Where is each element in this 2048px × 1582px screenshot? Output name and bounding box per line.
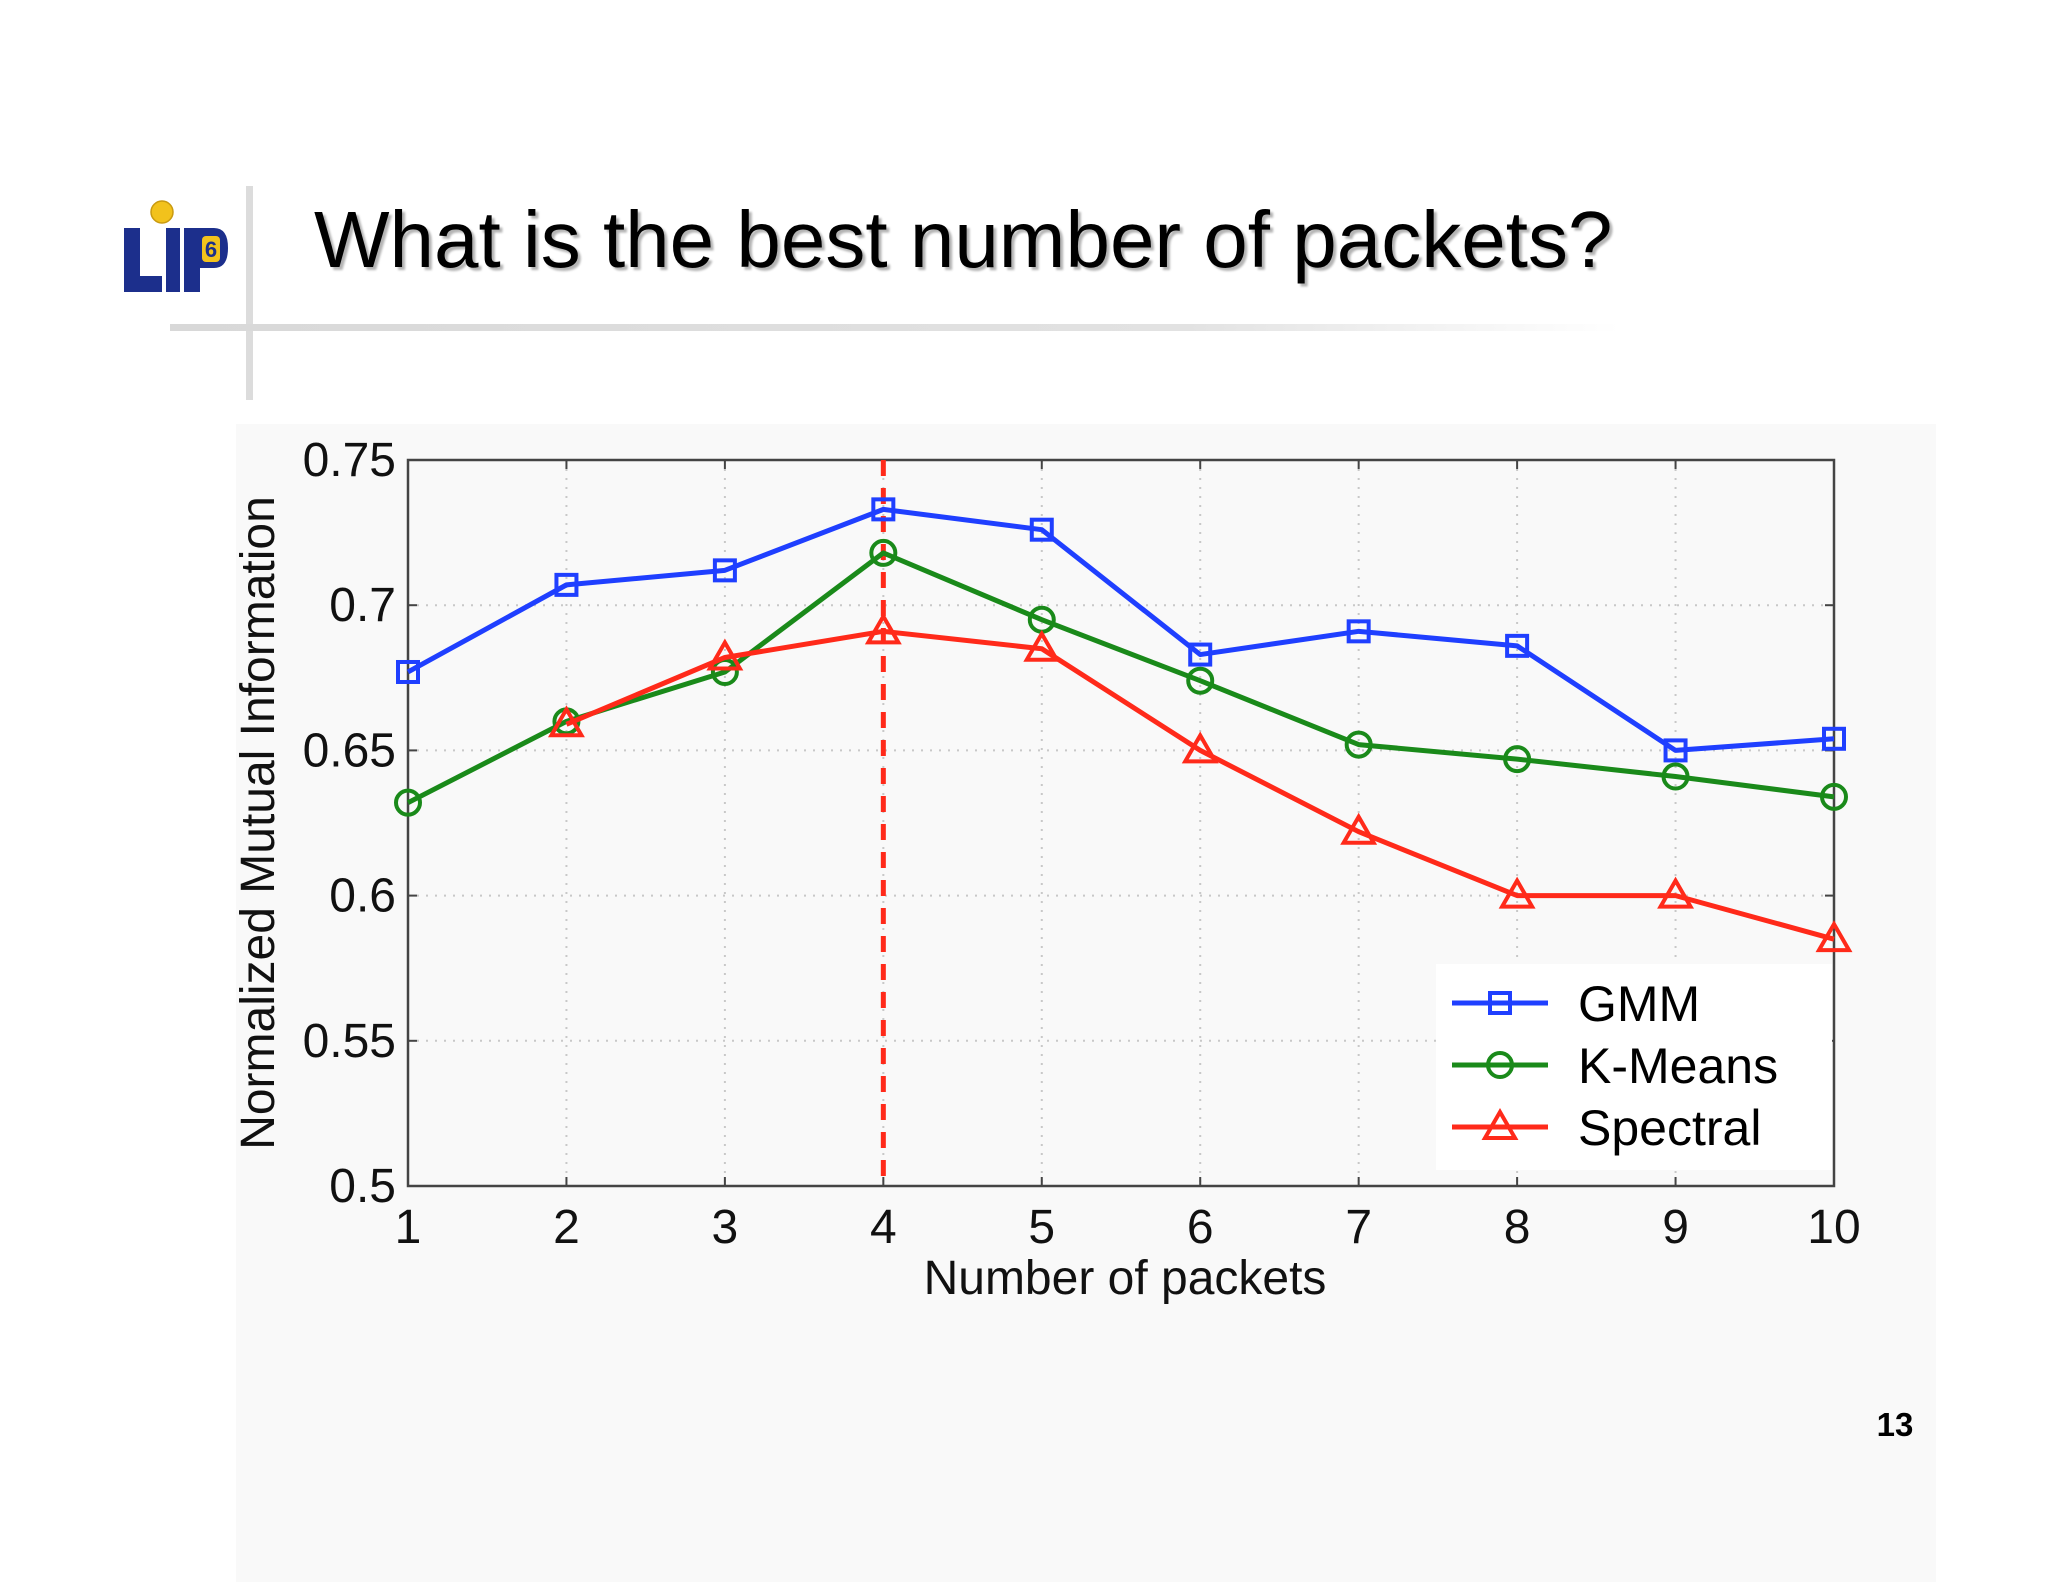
data-point-gmm xyxy=(396,659,420,684)
plot-frame xyxy=(406,458,1836,1188)
data-point-k-means xyxy=(1503,745,1532,774)
y-tick-label: 0.6 xyxy=(329,870,396,923)
y-tick-label: 0.75 xyxy=(303,434,396,487)
data-point-gmm xyxy=(871,497,896,522)
x-tick-label: 9 xyxy=(1662,1201,1689,1254)
legend-label-spectral: Spectral xyxy=(1578,1100,1761,1156)
y-tick-label: 0.55 xyxy=(303,1015,396,1068)
data-point-gmm xyxy=(1346,619,1371,644)
x-tick-label: 5 xyxy=(1028,1201,1055,1254)
data-point-spectral xyxy=(864,612,902,645)
series-line-k-means xyxy=(406,550,1835,805)
series-gmm xyxy=(396,497,1846,763)
data-point-spectral xyxy=(1815,920,1853,953)
x-tick-label: 7 xyxy=(1345,1201,1372,1254)
chart-legend: GMM K-Means Spectral xyxy=(1436,964,1832,1170)
y-tick-label: 0.65 xyxy=(303,724,396,777)
x-tick-label: 10 xyxy=(1807,1201,1860,1254)
data-point-k-means xyxy=(1820,782,1848,811)
data-point-spectral xyxy=(1181,731,1219,764)
y-tick-label: 0.7 xyxy=(329,579,396,632)
x-tick-label: 1 xyxy=(395,1201,422,1254)
logo-digit: 6 xyxy=(205,237,217,262)
legend-marker-spectral xyxy=(1481,1107,1519,1140)
y-axis-label: Normalized Mutual Information xyxy=(232,496,285,1150)
data-point-k-means xyxy=(1661,762,1690,791)
x-tick-label: 6 xyxy=(1187,1201,1214,1254)
data-point-gmm xyxy=(554,572,579,597)
data-point-spectral xyxy=(1340,812,1378,845)
data-point-k-means xyxy=(869,538,898,567)
x-tick-label: 8 xyxy=(1504,1201,1531,1254)
data-point-gmm xyxy=(1029,517,1054,542)
axis-ticks: 1 2 3 4 5 6 7 8 9 10 0.5 0.55 0.6 0.65 0.7 0.75 xyxy=(303,434,1861,1254)
data-point-spectral xyxy=(547,705,585,738)
legend-marker-k-means xyxy=(1486,1051,1514,1079)
series-group xyxy=(394,497,1853,953)
data-point-gmm xyxy=(712,558,737,583)
x-tick-label: 2 xyxy=(553,1201,580,1254)
x-tick-label: 4 xyxy=(870,1201,897,1254)
legend-marker-gmm xyxy=(1488,991,1512,1015)
y-tick-label: 0.5 xyxy=(329,1160,396,1213)
series-line-gmm xyxy=(406,506,1835,753)
data-point-gmm xyxy=(1663,738,1688,763)
series-spectral xyxy=(547,612,1853,953)
lip6-logo-mark: 6 xyxy=(124,200,228,292)
x-tick-label: 3 xyxy=(712,1201,739,1254)
page-number: 13 xyxy=(1876,1406,1914,1443)
data-point-spectral xyxy=(1023,629,1061,662)
data-point-gmm xyxy=(1822,726,1846,751)
legend-label-k-means: K-Means xyxy=(1578,1038,1778,1094)
data-point-k-means xyxy=(394,788,422,817)
data-point-k-means xyxy=(1186,666,1215,695)
legend-label-gmm: GMM xyxy=(1578,976,1700,1032)
header-vertical-rule xyxy=(246,186,253,400)
data-point-spectral xyxy=(1657,876,1695,909)
header-horizontal-rule xyxy=(170,324,1620,331)
slide-title: What is the best number of packets? xyxy=(314,195,1613,284)
data-point-gmm xyxy=(1188,642,1213,667)
lip6-logo: 6 xyxy=(118,196,230,302)
series-line-spectral xyxy=(565,628,1835,942)
x-axis-label: Number of packets xyxy=(924,1252,1327,1305)
data-point-spectral xyxy=(706,638,744,671)
data-point-spectral xyxy=(1498,876,1536,909)
data-point-k-means xyxy=(1344,730,1373,759)
data-point-gmm xyxy=(1505,633,1530,658)
